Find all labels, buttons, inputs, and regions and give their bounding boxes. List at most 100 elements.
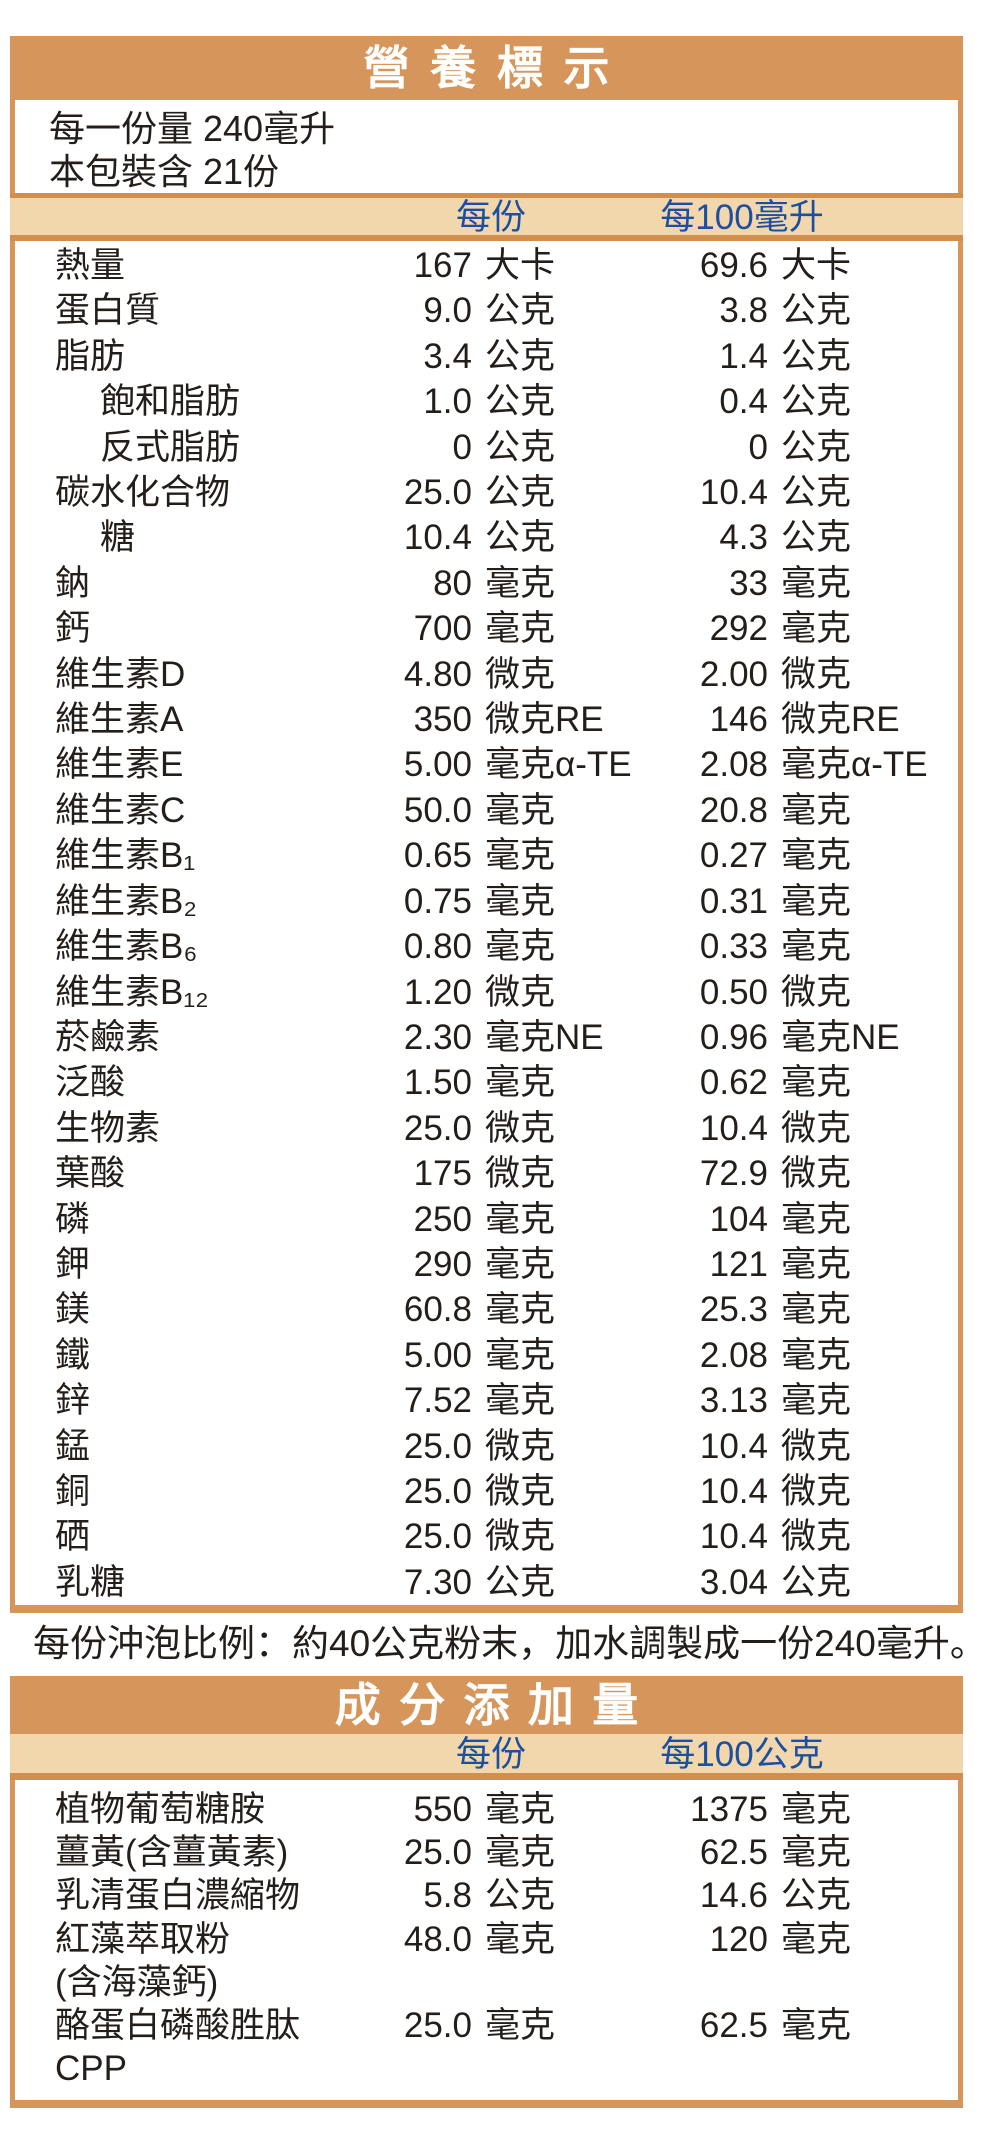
per-100-value: 121 <box>709 1244 768 1284</box>
per-100-value: 0.33 <box>699 927 768 967</box>
per-serving-unit: 公克 <box>485 291 556 331</box>
per-serving-value: 5.00 <box>403 745 472 785</box>
table-row: 泛酸 1.50 毫克 0.62 毫克 <box>55 1060 958 1105</box>
nutrient-name: 維生素E <box>55 745 184 785</box>
per-100-value: 62.5 <box>699 2006 768 2046</box>
table-row: (含海藻鈣) <box>55 1961 958 2004</box>
nutrient-name: 維生素B₆ <box>55 927 198 967</box>
table-row: 植物葡萄糖胺 550 毫克 1375 毫克 <box>55 1788 958 1831</box>
table-row: 葉酸 175 微克 72.9 微克 <box>55 1151 958 1196</box>
per-serving-unit: 微克 <box>485 1471 556 1511</box>
per-serving-value: 80 <box>433 563 472 603</box>
table-row: 菸鹼素 2.30 毫克NE 0.96 毫克NE <box>55 1015 958 1060</box>
per-serving-unit <box>472 1961 655 2004</box>
nutrient-name: 維生素C <box>55 790 186 830</box>
per-100ml-column-header: 每100毫升 <box>660 198 824 237</box>
per-100-unit: 微克 <box>781 1517 852 1557</box>
per-100-value: 10.4 <box>699 1471 768 1511</box>
nutrient-name: 薑黃(含薑黃素) <box>55 1833 289 1873</box>
per-100-value: 69.6 <box>699 246 768 285</box>
per-serving-unit: 公克 <box>485 518 556 558</box>
per-100-value: 10.4 <box>699 1426 768 1466</box>
per-100-value: 0.31 <box>699 881 768 921</box>
per-serving-value: 5.00 <box>403 1335 472 1375</box>
table-row: 碳水化合物 25.0 公克 10.4 公克 <box>55 470 958 515</box>
nutrient-name: 鎂 <box>55 1290 91 1330</box>
per-100-unit: 公克 <box>781 336 852 376</box>
per-serving-value: 2.30 <box>403 1017 472 1057</box>
per-serving-unit: 微克 <box>485 1426 556 1466</box>
per-100-value: 0.4 <box>719 382 768 422</box>
table-row: 糖 10.4 公克 4.3 公克 <box>55 515 958 560</box>
per-100-value: 2.08 <box>699 1335 768 1375</box>
per-serving-value: 3.4 <box>423 336 472 376</box>
per-100-value: 3.13 <box>699 1381 768 1421</box>
per-serving-value: 25.0 <box>403 1108 472 1148</box>
table-row: 熱量 167 大卡 69.6 大卡 <box>55 243 958 288</box>
per-100-value: 3.04 <box>699 1562 768 1602</box>
nutrient-name: 鋅 <box>55 1381 91 1421</box>
per-100-value <box>655 1961 768 2004</box>
per-serving-value: 250 <box>413 1199 472 1239</box>
nutrition-facts-table: 營養標示 每一份量 240毫升 本包裝含 21份 每份 每100毫升 熱量 167… <box>10 36 963 1614</box>
per-100-value: 20.8 <box>699 790 768 830</box>
per-serving-value <box>360 1961 472 2004</box>
per-100-value <box>655 2047 768 2090</box>
per-serving-value: 4.80 <box>403 654 472 694</box>
per-100-unit <box>768 2047 781 2090</box>
table-row: 薑黃(含薑黃素) 25.0 毫克 62.5 毫克 <box>55 1831 958 1874</box>
per-serving-value: 25.0 <box>403 1471 472 1511</box>
per-100-unit: 公克 <box>781 1876 852 1916</box>
nutrient-name: 維生素B₁₂ <box>55 972 209 1012</box>
per-100-unit: 毫克 <box>781 609 852 649</box>
nutrient-name: 酪蛋白磷酸胜肽 <box>55 2006 301 2046</box>
per-100-value: 0.96 <box>699 1017 768 1057</box>
nutrient-name: 乳糖 <box>55 1562 126 1602</box>
per-serving-value: 167 <box>413 246 472 285</box>
per-100-unit: 毫克 <box>781 563 852 603</box>
table-row: 紅藻萃取粉 48.0 毫克 120 毫克 <box>55 1918 958 1961</box>
nutrient-name: 紅藻萃取粉 <box>55 1919 231 1959</box>
table-row: 生物素 25.0 微克 10.4 微克 <box>55 1106 958 1151</box>
table-row: 乳清蛋白濃縮物 5.8 公克 14.6 公克 <box>55 1874 958 1917</box>
per-serving-unit: 毫克 <box>485 1919 556 1959</box>
per-serving-unit: 微克 <box>485 1154 556 1194</box>
nutrient-name: 硒 <box>55 1517 91 1557</box>
nutrition-facts-title-bar: 營養標示 <box>10 36 963 100</box>
table-row: 維生素B₁₂ 1.20 微克 0.50 微克 <box>55 970 958 1015</box>
per-serving-value <box>360 2047 472 2090</box>
per-serving-unit: 毫克 <box>485 609 556 649</box>
serving-info: 每一份量 240毫升 本包裝含 21份 <box>15 100 958 193</box>
per-100-value: 0.50 <box>699 972 768 1012</box>
nutrient-name: 乳清蛋白濃縮物 <box>55 1876 301 1916</box>
per-serving-unit: 公克 <box>485 473 556 513</box>
per-100-value: 0 <box>748 427 768 467</box>
per-100-value: 10.4 <box>699 1517 768 1557</box>
nutrient-name: 維生素B₁ <box>55 836 196 876</box>
table-row: 鐵 5.00 毫克 2.08 毫克 <box>55 1333 958 1378</box>
nutrient-name: 維生素B₂ <box>55 881 197 921</box>
nutrient-name: 生物素 <box>55 1108 161 1148</box>
per-100-value: 292 <box>709 609 768 649</box>
per-serving-unit: 毫克NE <box>485 1017 604 1057</box>
per-serving-unit: 毫克α-TE <box>485 745 632 785</box>
per-serving-value: 60.8 <box>403 1290 472 1330</box>
per-serving-value: 290 <box>413 1244 472 1284</box>
per-100-value: 120 <box>709 1919 768 1959</box>
table-row: CPP <box>55 2047 958 2090</box>
table-row: 鈉 80 毫克 33 毫克 <box>55 561 958 606</box>
nutrient-name: 鈉 <box>55 563 91 603</box>
table-row: 鋅 7.52 毫克 3.13 毫克 <box>55 1378 958 1423</box>
preparation-note: 每份沖泡比例：約40公克粉末，加水調製成一份240毫升。 <box>33 1623 987 1664</box>
per-100-unit: 毫克 <box>781 1833 852 1873</box>
per-100g-column-header: 每100公克 <box>660 1735 824 1774</box>
per-100-unit <box>768 1961 781 2004</box>
nutrient-name: CPP <box>55 2049 127 2089</box>
per-100-unit: 毫克 <box>781 1244 852 1284</box>
per-100-value: 25.3 <box>699 1290 768 1330</box>
nutrition-facts-title: 營養標示 <box>363 42 631 94</box>
per-100-unit: 公克 <box>781 291 852 331</box>
per-serving-value: 10.4 <box>403 518 472 558</box>
per-100-unit: 毫克 <box>781 2006 852 2046</box>
per-100-value: 1.4 <box>719 336 768 376</box>
